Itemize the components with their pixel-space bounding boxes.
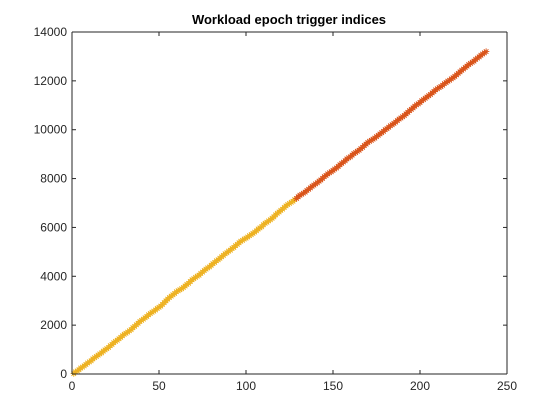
y-tick-label: 8000 [40, 172, 67, 186]
x-tick-label: 0 [69, 379, 76, 393]
y-tick-label: 4000 [40, 269, 67, 283]
y-tick-label: 0 [60, 367, 67, 381]
y-tick-label: 14000 [34, 25, 68, 39]
x-tick-label: 250 [497, 379, 517, 393]
data-points [70, 48, 490, 377]
y-tick-label: 6000 [40, 220, 67, 234]
data-point [482, 48, 490, 55]
y-tick-label: 2000 [40, 318, 67, 332]
series-1 [70, 196, 298, 377]
chart-title: Workload epoch trigger indices [192, 12, 386, 27]
x-tick-label: 150 [323, 379, 343, 393]
y-tick-label: 12000 [34, 74, 68, 88]
x-tick-label: 50 [152, 379, 166, 393]
series-2 [293, 48, 490, 202]
axes: 0 50 100 150 200 250 0 2000 4000 6000 8000 10000 120… [34, 25, 518, 393]
x-tick-label: 100 [236, 379, 256, 393]
y-tick-label: 10000 [34, 123, 68, 137]
plot-frame [71, 31, 508, 375]
x-tick-label: 200 [410, 379, 430, 393]
